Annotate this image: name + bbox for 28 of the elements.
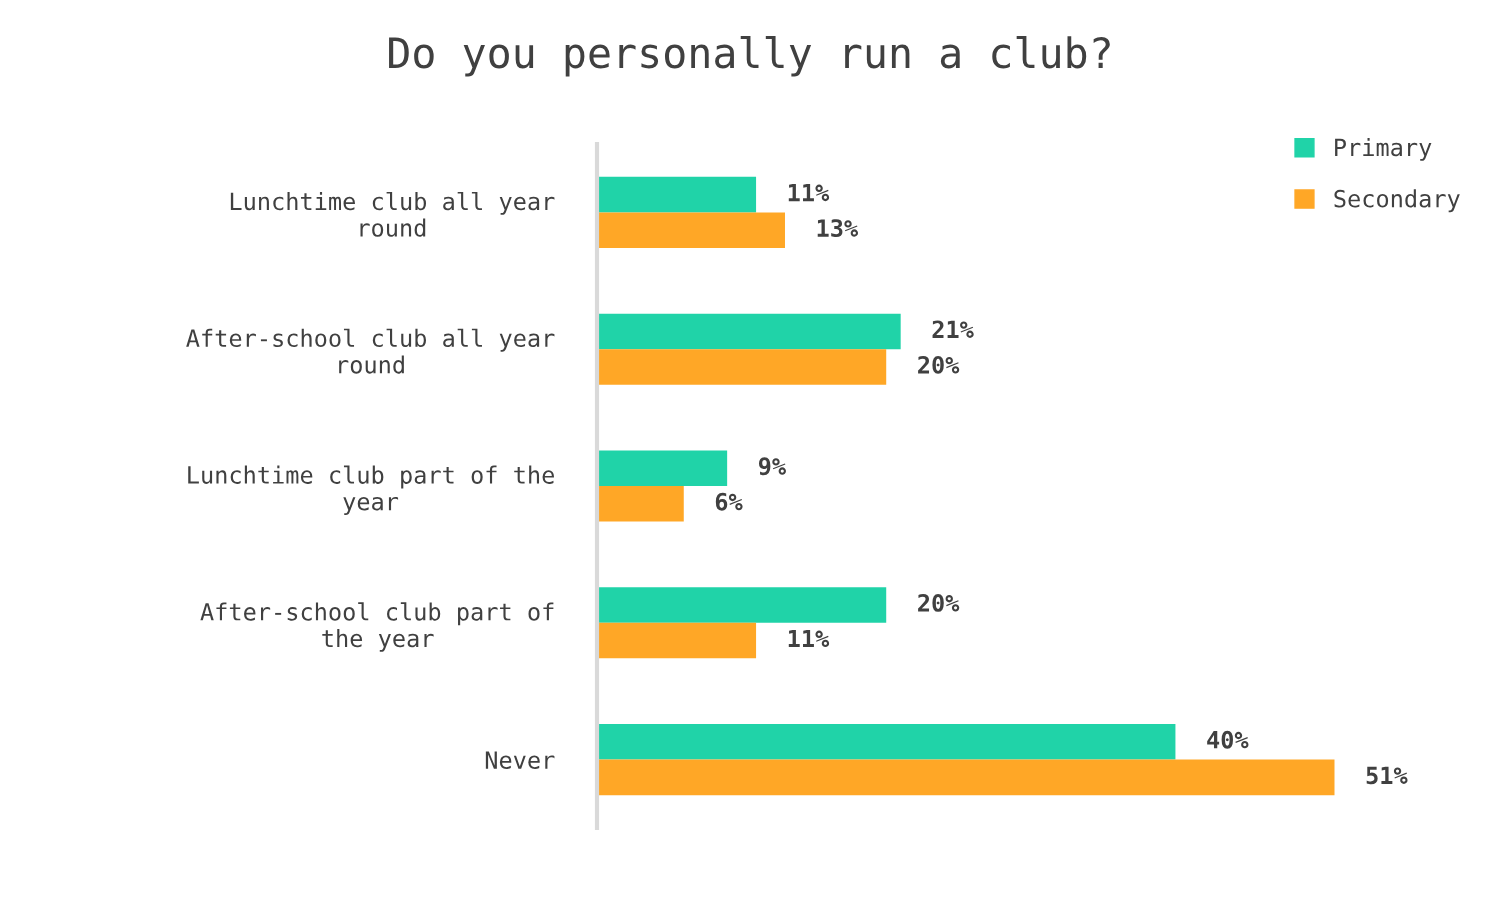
y-tick-label: Lunchtime club part of the year (188, 465, 554, 516)
data-label: 11% (788, 629, 830, 648)
data-label: 9% (758, 457, 786, 476)
legend-label: Secondary (1334, 189, 1460, 213)
bar (597, 212, 785, 248)
y-tick-label: After-school club all year round (186, 328, 555, 374)
data-label: 20% (918, 355, 960, 374)
data-label: 11% (788, 183, 830, 202)
bar (597, 176, 757, 213)
y-tick-label: Lunchtime club all year round (230, 191, 555, 237)
data-label: 51% (1366, 766, 1408, 785)
y-tick-label: After-school club part of the year (200, 602, 554, 652)
bar (597, 724, 1176, 760)
data-label: 20% (918, 594, 960, 612)
y-tick-label: Never (485, 751, 555, 769)
bar (597, 313, 901, 350)
data-label: 13% (817, 219, 859, 238)
chart-title: Do you personally run a club? (389, 36, 1110, 77)
legend-label: Primary (1335, 138, 1432, 161)
bar (597, 486, 684, 522)
data-label: 21% (932, 320, 974, 338)
bar (597, 349, 887, 385)
bar (597, 622, 757, 659)
bar (597, 450, 728, 486)
bar (597, 587, 887, 623)
bar (597, 759, 1335, 796)
data-label: 40% (1207, 730, 1249, 749)
data-label: 6% (715, 492, 743, 511)
